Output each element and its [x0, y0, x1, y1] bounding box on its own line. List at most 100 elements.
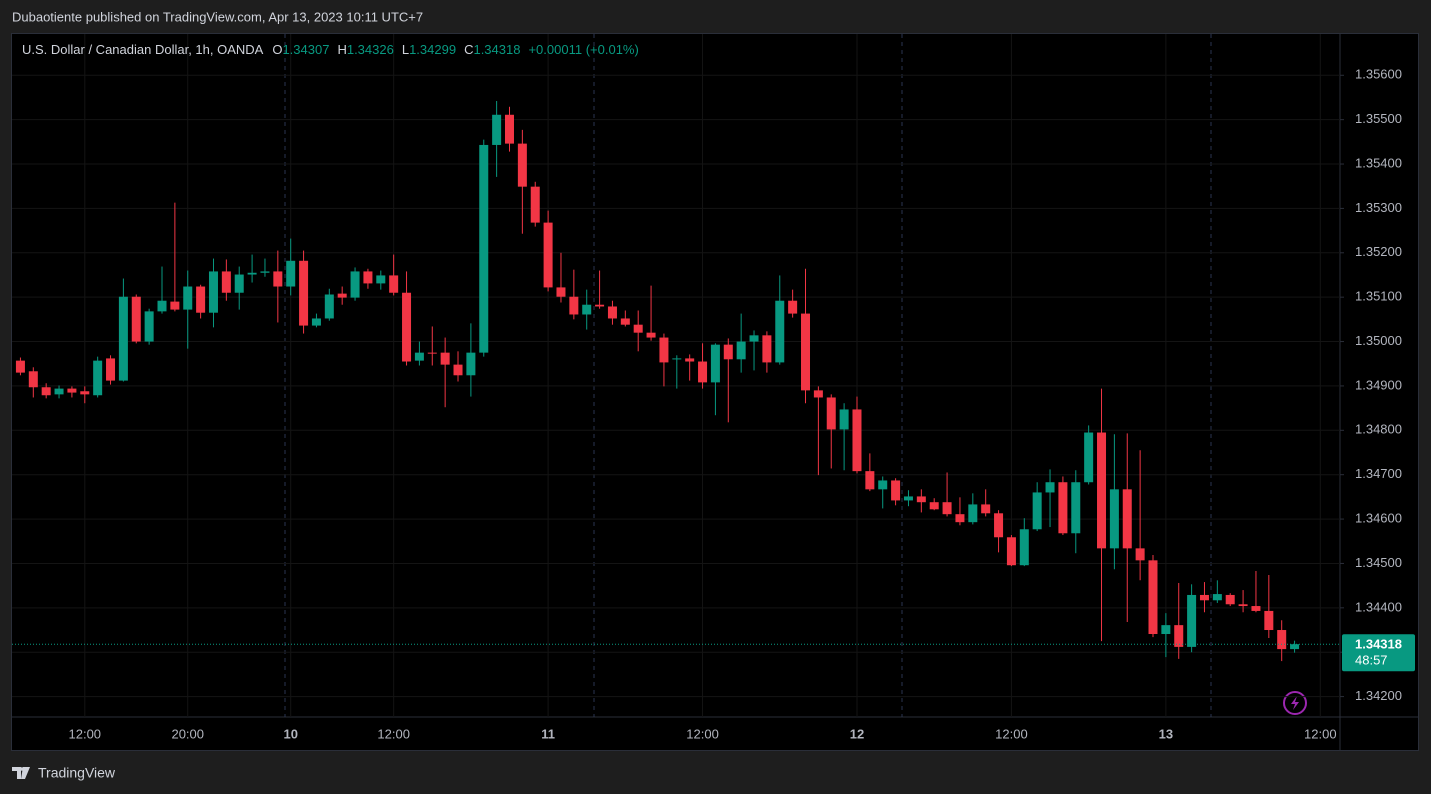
candle-body: [479, 144, 489, 353]
y-tick-label: 1.35300: [1355, 200, 1402, 215]
candle-body: [1277, 630, 1287, 650]
candle-body: [1045, 482, 1055, 493]
y-tick-label: 1.35200: [1355, 244, 1402, 259]
candle-body: [324, 294, 334, 319]
candle-body: [221, 271, 231, 293]
last-price-label: 1.34318: [1355, 637, 1402, 652]
candle-body: [273, 271, 283, 287]
candle-body: [659, 337, 669, 363]
candle-body: [878, 480, 888, 490]
session-breaks: [284, 34, 1212, 717]
candle-body: [530, 186, 540, 223]
candle-body: [440, 352, 450, 365]
last-price-box: [1342, 634, 1415, 672]
y-tick-label: 1.34400: [1355, 599, 1402, 614]
candle-body: [106, 358, 116, 381]
candle-body: [402, 292, 412, 362]
candle-body: [196, 286, 206, 313]
candle-body: [1109, 489, 1119, 549]
candle-body: [607, 306, 617, 319]
x-tick-label: 12: [850, 726, 864, 741]
candle-body: [801, 313, 811, 391]
candle-body: [414, 352, 424, 361]
y-tick-label: 1.35000: [1355, 333, 1402, 348]
candle-body: [1071, 482, 1081, 534]
candle-body: [1006, 537, 1016, 566]
candle-body: [208, 271, 218, 313]
candle-body: [1097, 432, 1107, 549]
candle-body: [710, 344, 720, 383]
candle-body: [582, 304, 592, 315]
legend-change: +0.00011 (+0.01%): [528, 42, 638, 57]
candle-body: [929, 502, 939, 510]
candle-body: [942, 502, 952, 515]
candle-body: [1174, 625, 1184, 647]
y-tick-label: 1.35400: [1355, 155, 1402, 170]
candle-body: [1161, 625, 1171, 635]
candle-body: [311, 318, 321, 326]
alert-bolt[interactable]: [1291, 696, 1299, 710]
logo: [12, 767, 30, 779]
candle-body: [903, 496, 913, 501]
candle-body: [865, 471, 875, 490]
candle-body: [54, 388, 64, 395]
candle-body: [1264, 610, 1274, 631]
legend-ohlc-key: C: [464, 42, 473, 57]
legend-ohlc-value: 1.34307: [282, 42, 329, 57]
candle-body: [813, 390, 823, 398]
x-tick-label: 20:00: [171, 726, 204, 741]
candle-body: [1212, 594, 1222, 601]
candle-body: [1058, 482, 1068, 534]
legend-ohlc-value: 1.34318: [473, 42, 520, 57]
candle-body: [569, 296, 579, 315]
candle-body: [749, 335, 759, 342]
x-tick-label: 12:00: [69, 726, 102, 741]
candle-body: [28, 371, 38, 388]
alert-icon[interactable]: [1283, 691, 1307, 715]
x-tick-label: 13: [1159, 726, 1173, 741]
candle-body: [955, 514, 965, 523]
candle-body: [299, 260, 309, 326]
candle-body: [389, 275, 399, 293]
candle-body: [41, 387, 51, 396]
candle-body: [685, 358, 695, 362]
candle-body: [1225, 594, 1235, 605]
candle-body: [762, 335, 772, 363]
candle-body: [994, 513, 1004, 538]
candle-body: [1122, 489, 1132, 549]
x-tick-label: 12:00: [995, 726, 1028, 741]
legend-title: U.S. Dollar / Canadian Dollar, 1h, OANDA: [22, 42, 264, 57]
candle-body: [337, 293, 347, 298]
legend-ohlc-key: H: [337, 42, 346, 57]
legend-ohlc-key: O: [272, 42, 282, 57]
candle-body: [93, 360, 103, 396]
y-tick-label: 1.34600: [1355, 511, 1402, 526]
y-tick-label: 1.34500: [1355, 555, 1402, 570]
candle-body: [543, 222, 553, 288]
candle-body: [260, 271, 270, 273]
candle-body: [1019, 529, 1029, 566]
candle-body: [131, 296, 141, 342]
legend: U.S. Dollar / Canadian Dollar, 1h, OANDA…: [22, 42, 639, 57]
candle-body: [376, 275, 386, 284]
candle-body: [620, 318, 630, 325]
candle-body: [67, 388, 77, 393]
candle-body: [723, 344, 733, 360]
candle-body: [1238, 604, 1248, 607]
y-tick-label: 1.34900: [1355, 377, 1402, 392]
candle-body: [1084, 432, 1094, 483]
candle-body: [736, 341, 746, 360]
candle-body: [1032, 492, 1042, 530]
publish-note: Dubaotiente published on TradingView.com…: [12, 9, 423, 24]
candle-body: [916, 496, 926, 503]
candle-body: [234, 274, 244, 293]
candle-body: [595, 304, 605, 307]
alert-circle[interactable]: [1283, 691, 1307, 715]
x-tick-label: 12:00: [686, 726, 719, 741]
footer-brand: TradingView: [38, 765, 116, 781]
candle-body: [15, 360, 25, 373]
candle-body: [350, 271, 360, 298]
candle-body: [118, 296, 128, 381]
candle-body: [839, 409, 849, 430]
